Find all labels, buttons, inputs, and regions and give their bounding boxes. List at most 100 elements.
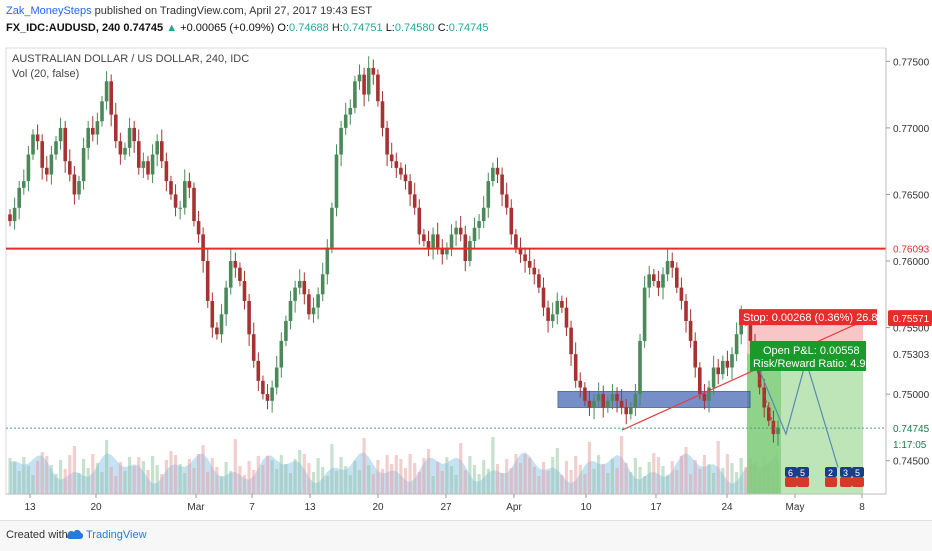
candle-body: [123, 147, 127, 155]
volume-bar: [656, 457, 660, 494]
volume-bar: [445, 457, 449, 494]
candle-body: [164, 161, 169, 182]
volume-bar: [725, 454, 729, 494]
event-flag-label: 6: [788, 468, 793, 478]
candle-body: [141, 161, 146, 168]
candle-body: [366, 68, 371, 95]
candle-body: [261, 380, 265, 395]
candle-body: [302, 281, 307, 295]
volume-bar: [187, 459, 191, 494]
volume-bar: [17, 471, 21, 494]
volume-bar: [86, 468, 90, 494]
candle-body: [532, 267, 537, 275]
candle-body: [339, 127, 343, 155]
volume-bar: [638, 467, 642, 494]
stop-price-tag-bg: [888, 310, 932, 327]
event-flag-bg: [797, 467, 809, 477]
author-link[interactable]: Zak_MoneySteps: [6, 5, 92, 17]
volume-bar: [735, 472, 739, 494]
chart-area[interactable]: Stop: 0.00268 (0.36%) 26.8 Open P&L: 0.00…: [0, 46, 932, 520]
candle-body: [54, 141, 58, 155]
volume-bar: [693, 460, 697, 494]
volume-bar: [63, 469, 67, 494]
candle-body: [504, 194, 509, 208]
candle-body: [288, 301, 293, 321]
volume-bar: [82, 459, 86, 494]
candle-body: [596, 394, 601, 401]
candle-body: [435, 234, 440, 248]
volume-bar: [31, 475, 35, 494]
candle-body: [224, 287, 228, 315]
change-arrow-icon: ▲: [166, 22, 178, 34]
candle-body: [500, 174, 504, 195]
resistance-price-tag-text: 0.76093: [893, 245, 930, 256]
x-tick-label: 20: [372, 502, 384, 513]
candle-body: [546, 307, 550, 321]
candle-body: [334, 154, 339, 208]
candle-body: [81, 147, 86, 182]
candle-body: [242, 281, 247, 301]
candle-body: [454, 227, 458, 235]
volume-bar: [509, 468, 513, 494]
current-price-tag-text: 0.74745: [893, 424, 930, 435]
x-tick-label: 8: [859, 502, 865, 513]
candle-body: [408, 181, 412, 195]
open-value: 0.74688: [289, 22, 329, 34]
candle-body: [219, 314, 224, 335]
candle-body: [132, 127, 136, 142]
candle-body: [633, 394, 638, 408]
candle-body: [380, 101, 385, 128]
volume-bar: [353, 461, 357, 494]
volume-bar: [615, 468, 619, 494]
price-chart[interactable]: Stop: 0.00268 (0.36%) 26.8 Open P&L: 0.00…: [0, 46, 932, 520]
volume-bar: [431, 476, 435, 494]
volume-bar: [256, 456, 260, 494]
y-tick-label: 0.74500: [893, 457, 930, 468]
candle-body: [35, 134, 40, 142]
volume-bar: [22, 457, 26, 494]
candle-body: [422, 234, 426, 242]
volume-bar: [633, 458, 637, 494]
candle-body: [652, 274, 656, 281]
candle-body: [721, 360, 725, 375]
volume-bar: [95, 463, 99, 494]
candle-body: [449, 234, 454, 248]
tradingview-link[interactable]: TradingView: [86, 529, 147, 541]
volume-bar: [385, 455, 389, 494]
candle-body: [445, 247, 449, 255]
candle-body: [592, 400, 596, 408]
candle-body: [688, 320, 693, 341]
volume-bar: [472, 465, 477, 494]
candle-body: [118, 141, 123, 155]
event-flag-bg: [840, 467, 852, 477]
volume-bar: [592, 469, 596, 494]
event-flag-bg: [852, 467, 864, 477]
volume-bar: [298, 450, 302, 494]
candle-body: [109, 81, 113, 115]
volume-bar: [128, 457, 132, 494]
candle-body: [228, 261, 233, 288]
volume-bar: [702, 455, 706, 494]
volume-bar: [578, 465, 582, 494]
candle-body: [716, 367, 720, 375]
candle-body: [629, 407, 633, 415]
candle-body: [495, 167, 500, 175]
candle-body: [357, 74, 362, 82]
y-tick-label: 0.75000: [893, 390, 930, 401]
volume-bar: [348, 475, 352, 494]
volume-bar: [670, 461, 674, 494]
resistance-price-tag: 0.76093: [888, 240, 932, 257]
candle-body: [371, 68, 376, 75]
candle-body: [12, 207, 17, 222]
candle-body: [509, 207, 514, 235]
volume-bar: [376, 460, 380, 494]
candle-body: [638, 340, 642, 395]
volume-bar: [403, 468, 408, 494]
y-tick-label: 0.76000: [893, 257, 930, 268]
volume-bar: [270, 460, 274, 494]
candle-body: [394, 161, 399, 168]
volume-bar: [54, 474, 58, 494]
volume-bar: [224, 462, 228, 494]
candle-body: [583, 387, 587, 401]
